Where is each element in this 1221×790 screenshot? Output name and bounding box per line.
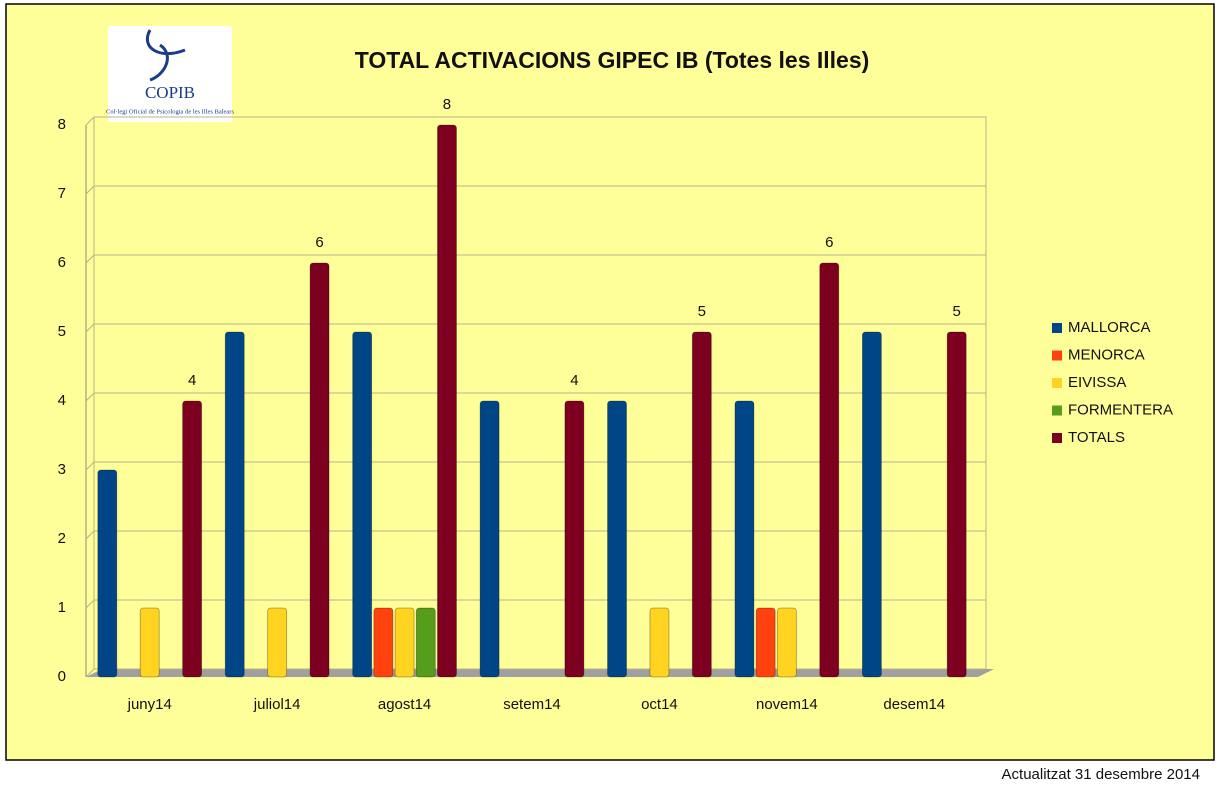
bar — [691, 331, 712, 678]
data-label: 6 — [315, 234, 323, 251]
x-tick-label: setem14 — [503, 696, 561, 713]
bar — [564, 400, 585, 678]
y-tick-label: 2 — [58, 530, 66, 547]
bar — [649, 607, 670, 678]
x-tick-label: oct14 — [641, 696, 678, 713]
legend-label: TOTALS — [1068, 429, 1125, 446]
logo-icon — [146, 29, 186, 82]
y-tick-label: 8 — [58, 116, 66, 133]
footer: Actualitzat 31 desembre 2014 — [1002, 766, 1200, 783]
bar — [224, 331, 245, 678]
legend-swatch — [1052, 378, 1062, 388]
bar — [734, 400, 755, 678]
grid-line — [85, 668, 986, 678]
bar — [394, 607, 415, 678]
y-tick-label: 3 — [58, 461, 66, 478]
grid-line — [85, 392, 986, 402]
x-tick-label: juny14 — [127, 696, 172, 713]
bar — [861, 331, 882, 678]
data-label: 4 — [188, 372, 196, 389]
data-label: 5 — [953, 303, 961, 320]
bar — [139, 607, 160, 678]
bar — [97, 469, 118, 678]
grid-line — [85, 599, 986, 609]
bar — [373, 607, 394, 678]
data-label: 4 — [570, 372, 578, 389]
bar — [607, 400, 627, 678]
bar — [309, 262, 330, 678]
legend-swatch — [1052, 433, 1062, 443]
y-tick-label: 0 — [58, 668, 66, 685]
data-label: 5 — [698, 303, 706, 320]
y-tick-label: 5 — [58, 323, 66, 340]
legend-swatch — [1052, 323, 1062, 333]
bar — [479, 400, 500, 678]
grid-line — [85, 461, 986, 471]
x-tick-label: desem14 — [883, 696, 945, 713]
bar — [267, 607, 288, 678]
chart-title: TOTAL ACTIVACIONS GIPEC IB (Totes les Il… — [355, 47, 870, 73]
bar — [776, 607, 797, 678]
legend-swatch — [1052, 405, 1062, 416]
logo-subtitle: Col·legi Oficial de Psicologia de les Il… — [106, 108, 234, 115]
y-tick-label: 7 — [58, 185, 66, 202]
plot-floor — [86, 669, 994, 677]
y-tick-label: 6 — [58, 254, 66, 271]
data-label: 8 — [443, 96, 451, 113]
bar — [352, 331, 373, 678]
bar — [182, 400, 203, 678]
bar — [946, 331, 967, 678]
grid-line — [85, 116, 986, 126]
bar — [437, 124, 457, 678]
legend-label: MALLORCA — [1068, 319, 1151, 336]
logo-box — [108, 26, 232, 122]
grid-line — [85, 323, 986, 333]
logo-name: COPIB — [145, 83, 195, 102]
x-tick-label: novem14 — [756, 696, 818, 713]
data-label: 6 — [825, 234, 833, 251]
legend-label: FORMENTERA — [1068, 401, 1173, 418]
grid-line — [85, 185, 986, 195]
legend-swatch — [1052, 350, 1062, 361]
x-tick-label: agost14 — [378, 696, 431, 713]
bar — [819, 262, 840, 678]
legend-label: EIVISSA — [1068, 374, 1126, 391]
bar — [755, 607, 776, 678]
x-tick-label: juliol14 — [253, 696, 301, 713]
legend-label: MENORCA — [1068, 346, 1145, 363]
grid-line — [85, 530, 986, 540]
bar — [415, 607, 436, 678]
grid-line — [85, 254, 986, 264]
y-tick-label: 1 — [58, 599, 66, 616]
y-tick-label: 4 — [58, 392, 66, 409]
